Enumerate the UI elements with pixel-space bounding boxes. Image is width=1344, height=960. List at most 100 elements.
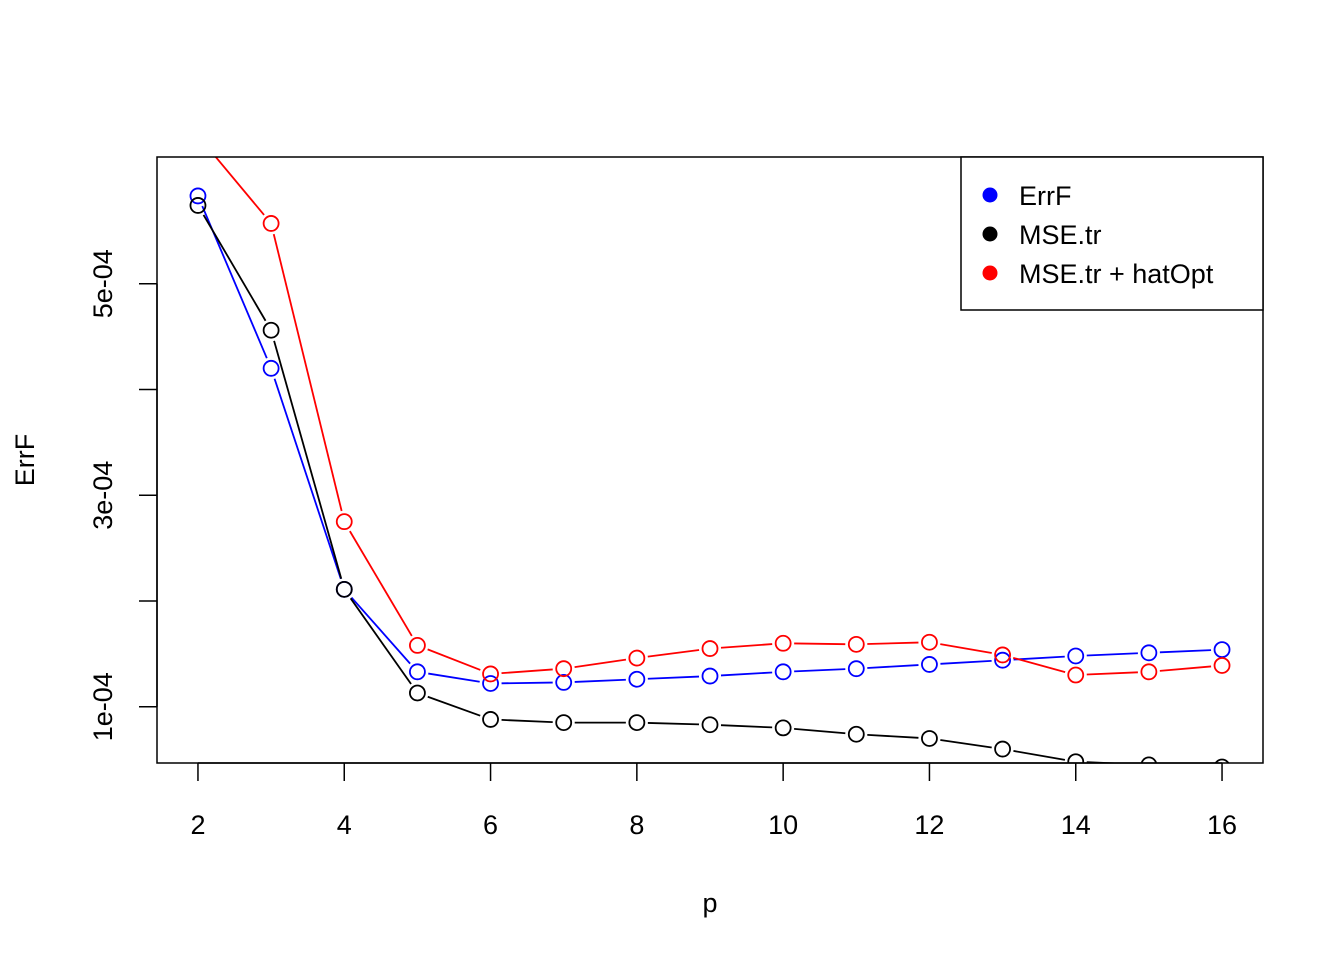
series-0-segment-9 (867, 664, 919, 669)
series-2-segment-9 (867, 641, 919, 645)
series-0-segment-2 (350, 596, 411, 665)
series-0-point-3 (409, 663, 426, 681)
series-2-segment-0 (214, 157, 265, 216)
series-2-segment-7 (720, 643, 773, 649)
series-0-point-7 (701, 667, 719, 685)
x-tick-label-6: 14 (1061, 810, 1091, 840)
series-1-point-11 (994, 740, 1011, 758)
series-0-point-12 (1067, 647, 1085, 665)
series-1-segment-4 (501, 719, 553, 724)
series-2-point-10 (921, 633, 938, 651)
series-2-point-2 (335, 513, 353, 531)
y-axis: 1e-04 3e-04 5e-04 (88, 249, 158, 741)
series-0-segment-11 (1013, 655, 1065, 661)
series-1-point-5 (555, 714, 573, 731)
x-axis-title: p (702, 888, 717, 918)
legend-swatch-0 (982, 187, 998, 203)
x-tick-label-3: 8 (629, 810, 644, 840)
series-layer (189, 128, 1231, 766)
x-axis: 2 4 6 8 10 12 14 16 (190, 762, 1237, 840)
x-tick-label-7: 16 (1207, 810, 1237, 840)
series-0-segment-10 (940, 659, 992, 665)
series-1-point-0 (189, 197, 207, 214)
series-1-point-6 (628, 714, 646, 731)
series-0-segment-13 (1159, 649, 1212, 654)
x-tick-label-2: 6 (483, 810, 498, 840)
x-tick-label-1: 4 (337, 810, 352, 840)
series-2-point-12 (1067, 666, 1085, 684)
series-2-segment-8 (794, 642, 846, 646)
series-2-point-0 (190, 128, 205, 143)
series-1-segment-10 (940, 739, 992, 749)
series-2-segment-11 (1012, 656, 1066, 673)
series-0-point-13 (1140, 644, 1158, 662)
series-0-segment-12 (1086, 652, 1138, 657)
y-axis-title: ErrF (10, 434, 40, 486)
series-1-segment-1 (273, 340, 343, 580)
series-2-point-4 (482, 665, 499, 683)
series-0-point-1 (262, 359, 280, 377)
legend-label-0: ErrF (1019, 181, 1071, 211)
series-1-segment-0 (202, 214, 267, 322)
y-tick-label-2: 5e-04 (88, 249, 118, 318)
series-0-segment-5 (574, 678, 626, 683)
series-2-point-7 (701, 640, 719, 657)
series-1-point-7 (701, 716, 719, 734)
series-0-point-11 (994, 651, 1011, 669)
series-2-segment-1 (272, 233, 343, 512)
series-2-segment-10 (940, 643, 992, 654)
series-2-segment-3 (427, 648, 481, 671)
series-2-segment-13 (1159, 665, 1212, 672)
series-1-point-13 (1140, 756, 1158, 763)
series-1-point-9 (847, 725, 865, 743)
series-2-point-5 (555, 660, 573, 678)
legend: ErrF MSE.tr MSE.tr + hatOpt (960, 156, 1264, 311)
series-1-segment-9 (867, 733, 919, 739)
series-2-point-8 (774, 634, 792, 652)
series-0-point-6 (628, 670, 646, 688)
series-1-segment-6 (647, 722, 700, 726)
x-tick-label-5: 12 (914, 810, 944, 840)
legend-label-1: MSE.tr (1019, 220, 1102, 250)
x-tick-label-0: 2 (190, 810, 205, 840)
series-1 (189, 197, 1230, 766)
series-1-point-12 (1067, 753, 1085, 763)
legend-swatch-2 (982, 265, 998, 281)
series-0-segment-7 (720, 671, 773, 677)
series-0-segment-4 (501, 681, 553, 685)
series-1-point-1 (262, 321, 280, 339)
x-tick-label-4: 10 (768, 810, 798, 840)
series-1-segment-13 (1160, 765, 1211, 766)
series-1-point-3 (409, 684, 426, 702)
legend-label-2: MSE.tr + hatOpt (1019, 259, 1214, 289)
series-2-segment-2 (349, 530, 413, 637)
series-2-segment-6 (647, 649, 700, 658)
series-1-segment-2 (349, 597, 412, 685)
y-tick-label-1: 3e-04 (88, 461, 118, 530)
series-1-point-8 (774, 719, 792, 737)
series-0-segment-8 (794, 668, 846, 673)
series-0-point-4 (482, 675, 499, 692)
series-2-point-14 (1213, 657, 1231, 674)
series-1-segment-8 (794, 727, 846, 735)
series-2-point-3 (409, 636, 426, 654)
series-2-point-11 (994, 646, 1011, 664)
series-0-segment-3 (428, 672, 480, 683)
legend-box (960, 156, 1264, 311)
series-0-segment-1 (273, 378, 342, 580)
series-1-segment-3 (427, 695, 481, 717)
series-2-segment-5 (574, 658, 627, 668)
series-2-point-6 (628, 649, 646, 667)
series-1-segment-11 (1013, 750, 1066, 761)
series-1-segment-7 (720, 724, 773, 729)
series-1-point-4 (482, 711, 499, 728)
series-2-point-9 (847, 635, 865, 653)
series-1-point-14 (1214, 758, 1230, 763)
series-0-point-5 (555, 674, 573, 691)
series-1-point-2 (335, 580, 353, 598)
series-0-point-0 (189, 187, 207, 205)
series-1-point-10 (921, 730, 938, 747)
series-2 (190, 128, 1231, 684)
series-0-point-9 (847, 660, 865, 678)
